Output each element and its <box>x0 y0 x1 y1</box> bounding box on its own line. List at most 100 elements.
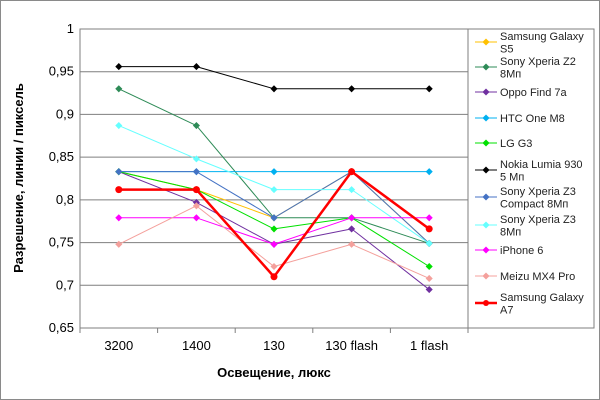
legend-swatch-marker <box>482 166 490 174</box>
series-group <box>115 121 433 247</box>
legend-label: Sony Xperia Z3 <box>500 186 576 198</box>
series-group <box>115 214 433 248</box>
x-tick-label: 1400 <box>182 338 211 353</box>
data-point <box>270 273 278 281</box>
legend-swatch-marker <box>482 38 490 46</box>
data-point <box>425 262 433 271</box>
legend-entry: iPhone 6 <box>475 245 543 257</box>
legend-swatch-marker <box>482 139 490 147</box>
legend-label: S5 <box>500 43 513 55</box>
legend-label: 8Мп <box>500 226 521 238</box>
legend-swatch-marker <box>482 63 490 71</box>
x-axis-label: Освещение, люкс <box>217 365 331 380</box>
series-group <box>115 63 433 93</box>
data-point <box>425 168 433 176</box>
x-tick-label: 3200 <box>104 338 133 353</box>
series-group <box>115 202 433 282</box>
legend-label: Samsung Galaxy <box>500 292 584 304</box>
legend-label: HTC One M8 <box>500 113 565 125</box>
data-point <box>192 202 200 210</box>
data-point <box>348 240 356 248</box>
legend-swatch-marker <box>483 300 489 306</box>
y-tick-label: 0,9 <box>56 106 74 121</box>
legend-label: Sony Xperia Z2 <box>500 56 576 68</box>
data-point <box>425 85 433 93</box>
y-tick-label: 1 <box>67 21 74 36</box>
legend-swatch-marker <box>482 221 490 229</box>
y-tick-label: 0,7 <box>56 277 74 292</box>
legend-swatch-marker <box>482 114 490 122</box>
data-point <box>192 186 200 194</box>
legend-entry: Oppo Find 7a <box>475 87 568 99</box>
legend-label: iPhone 6 <box>500 245 543 257</box>
legend-label: Oppo Find 7a <box>500 87 568 99</box>
legend-swatch-marker <box>482 246 490 254</box>
legend-label: Nokia Lumia 930 <box>500 159 583 171</box>
data-point <box>115 240 123 248</box>
data-point <box>115 85 123 93</box>
data-point <box>192 155 200 163</box>
data-point <box>270 168 278 176</box>
data-point <box>425 225 433 233</box>
data-point <box>348 85 356 93</box>
legend-label: Samsung Galaxy <box>500 31 584 43</box>
legend-entry: Meizu MX4 Pro <box>475 271 575 283</box>
grid-layer <box>80 71 468 286</box>
data-point <box>270 240 278 248</box>
legend-entry: LG G3 <box>475 138 532 150</box>
y-tick-label: 0,65 <box>49 320 74 335</box>
legend-swatch-marker <box>482 88 490 96</box>
y-tick-label: 0,75 <box>49 235 74 250</box>
legend-label: LG G3 <box>500 138 532 150</box>
data-point <box>270 214 278 222</box>
legend-label: A7 <box>500 304 513 316</box>
data-point <box>270 225 278 233</box>
y-tick-labels: 0,65 0,7 0,75 0,8 0,85 0,9 0,95 1 <box>49 21 74 335</box>
data-point <box>425 286 433 294</box>
data-point <box>192 214 200 222</box>
data-point <box>348 214 356 222</box>
x-tick-label: 130 flash <box>325 338 378 353</box>
data-point <box>425 239 433 247</box>
legend-label: 5 Мп <box>500 171 524 183</box>
data-point <box>192 121 200 130</box>
series-layer <box>115 63 433 294</box>
y-tick-label: 0,95 <box>49 64 74 79</box>
data-point <box>348 168 356 176</box>
data-point <box>348 186 356 194</box>
data-point <box>192 168 200 176</box>
x-tick-label: 1 flash <box>410 338 448 353</box>
plot-area <box>79 28 469 329</box>
legend-label: Meizu MX4 Pro <box>500 271 575 283</box>
data-point <box>115 168 123 176</box>
legend-label: 8Мп <box>500 68 521 80</box>
data-point <box>425 274 433 282</box>
data-point <box>270 262 278 271</box>
legend-swatch-marker <box>482 272 490 280</box>
data-point <box>270 186 278 194</box>
data-point <box>192 63 200 71</box>
x-tick-label: 130 <box>263 338 285 353</box>
legend <box>467 28 595 329</box>
data-point <box>425 214 433 222</box>
y-axis-label: Разрешение, линии / пиксель <box>11 83 26 273</box>
legend-entry: HTC One M8 <box>475 113 565 125</box>
data-point <box>115 214 123 222</box>
data-point <box>270 85 278 93</box>
data-point <box>115 186 123 194</box>
legend-label: Sony Xperia Z3 <box>500 214 576 226</box>
series-group <box>115 168 433 281</box>
legend-label: Compact 8Мп <box>500 198 568 210</box>
data-point <box>115 63 123 71</box>
y-tick-label: 0,85 <box>49 149 74 164</box>
data-point <box>115 121 123 130</box>
